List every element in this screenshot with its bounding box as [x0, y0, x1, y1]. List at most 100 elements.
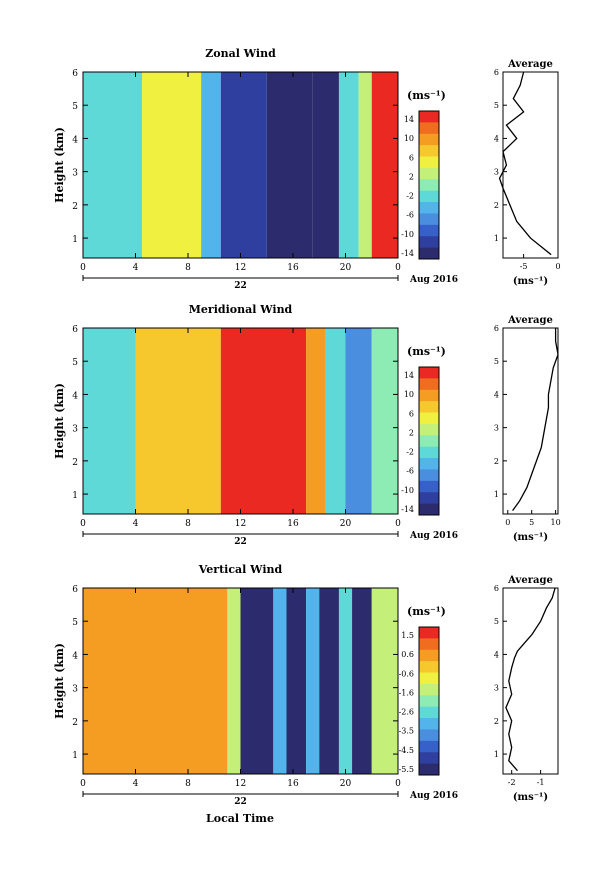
- colorbar-swatch: [419, 729, 439, 742]
- heatmap-block: [227, 588, 241, 774]
- heatmap-block: [312, 72, 339, 258]
- y-tick-label: 5: [72, 618, 78, 628]
- x-tick-label: 16: [287, 519, 299, 529]
- avg-y-tick-label: 4: [494, 650, 499, 659]
- colorbar-swatch: [419, 469, 439, 482]
- panel-title: Vertical Wind: [198, 563, 283, 576]
- colorbar-swatch: [419, 706, 439, 719]
- x-tick-label: 8: [185, 779, 191, 789]
- y-tick-label: 4: [72, 135, 78, 145]
- colorbar-swatch: [419, 649, 439, 662]
- colorbar-swatch: [419, 133, 439, 146]
- average-profile-line: [512, 328, 559, 512]
- heatmap-block: [345, 328, 372, 514]
- colorbar-tick-label: -2: [406, 192, 414, 201]
- y-tick-label: 6: [72, 585, 78, 595]
- average-frame: [502, 587, 559, 775]
- colorbar-swatch: [419, 401, 439, 414]
- average-title: Average: [507, 575, 553, 586]
- colorbar-tick-label: -1.6: [399, 688, 414, 697]
- colorbar-swatch: [419, 763, 439, 776]
- colorbar-swatch: [419, 156, 439, 169]
- heatmap-block: [371, 72, 398, 258]
- date-label: Aug 2016: [409, 791, 458, 801]
- x-tick-label: 4: [133, 263, 139, 273]
- avg-x-tick-label: 0: [555, 262, 560, 271]
- colorbar-tick-label: 6: [409, 409, 414, 418]
- x-tick-label: 20: [340, 779, 352, 789]
- x-tick-label: 8: [185, 263, 191, 273]
- y-tick-label: 3: [72, 685, 78, 695]
- y-tick-label: 4: [72, 651, 78, 661]
- date-label: Aug 2016: [409, 275, 458, 285]
- colorbar-swatch: [419, 695, 439, 708]
- avg-y-tick-label: 5: [494, 617, 499, 626]
- y-axis-label: Height (km): [53, 127, 66, 203]
- average-title: Average: [507, 59, 553, 70]
- colorbar-tick-label: -4.5: [399, 746, 414, 755]
- colorbar-tick-label: 14: [404, 115, 414, 124]
- heatmap-block: [220, 72, 267, 258]
- avg-y-tick-label: 5: [494, 357, 499, 366]
- y-tick-label: 4: [72, 391, 78, 401]
- colorbar-swatch: [419, 435, 439, 448]
- heatmap-block: [319, 588, 339, 774]
- x-tick-label: 0: [395, 263, 401, 273]
- colorbar-swatch: [419, 389, 439, 402]
- colorbar-frame: [418, 110, 440, 260]
- colorbar-swatch: [419, 224, 439, 237]
- x-tick-label: 16: [287, 779, 299, 789]
- y-tick-label: 2: [72, 718, 78, 728]
- colorbar-swatch: [419, 179, 439, 192]
- colorbar-swatch: [419, 672, 439, 685]
- heatmap-block: [306, 588, 320, 774]
- y-tick-label: 6: [72, 325, 78, 335]
- average-profile-line: [498, 71, 552, 256]
- heatmap-block: [358, 72, 372, 258]
- avg-y-tick-label: 2: [494, 717, 499, 726]
- colorbar-unit: (ms⁻¹): [407, 345, 446, 358]
- colorbar-swatch: [419, 378, 439, 391]
- colorbar-swatch: [419, 111, 439, 123]
- x-tick-label: 8: [185, 519, 191, 529]
- avg-x-tick-label: 0: [505, 518, 510, 527]
- avg-y-tick-label: 1: [494, 490, 499, 499]
- x-tick-label: 4: [133, 779, 139, 789]
- colorbar-tick-label: -5.5: [399, 765, 414, 774]
- colorbar-tick-label: -3.5: [399, 727, 414, 736]
- heatmap-block: [83, 588, 228, 774]
- avg-unit-label: (ms⁻¹): [513, 532, 548, 543]
- y-tick-label: 5: [72, 358, 78, 368]
- colorbar-frame: [418, 626, 440, 776]
- colorbar-frame: [418, 366, 440, 516]
- colorbar-tick-label: -6: [406, 467, 414, 476]
- colorbar-tick-label: -6: [406, 211, 414, 220]
- avg-y-tick-label: 3: [494, 424, 499, 433]
- colorbar-tick-label: 2: [409, 172, 414, 181]
- colorbar-tick-label: -10: [401, 230, 414, 239]
- colorbar-swatch: [419, 167, 439, 180]
- colorbar-swatch: [419, 458, 439, 470]
- avg-x-tick-label: 5: [529, 518, 534, 527]
- colorbar-swatch: [419, 412, 439, 425]
- y-tick-label: 5: [72, 102, 78, 112]
- x-tick-label: 0: [80, 779, 86, 789]
- y-tick-label: 2: [72, 458, 78, 468]
- heatmap-block: [286, 588, 307, 774]
- colorbar-tick-label: 6: [409, 153, 414, 162]
- heatmap-block: [325, 328, 346, 514]
- colorbar-swatch: [419, 503, 439, 516]
- colorbar-swatch: [419, 718, 439, 730]
- colorbar-swatch: [419, 752, 439, 765]
- heatmap-block: [371, 328, 398, 514]
- colorbar-swatch: [419, 213, 439, 226]
- x-tick-label: 0: [80, 519, 86, 529]
- avg-x-tick-label: -5: [520, 262, 528, 271]
- day-label: 22: [234, 281, 247, 291]
- average-frame: [502, 71, 559, 259]
- colorbar-tick-label: 0.6: [401, 650, 414, 659]
- heatmap-block: [188, 328, 221, 514]
- avg-x-tick-label: -1: [537, 778, 545, 787]
- colorbar-swatch: [419, 638, 439, 651]
- panel-title: Zonal Wind: [205, 47, 276, 60]
